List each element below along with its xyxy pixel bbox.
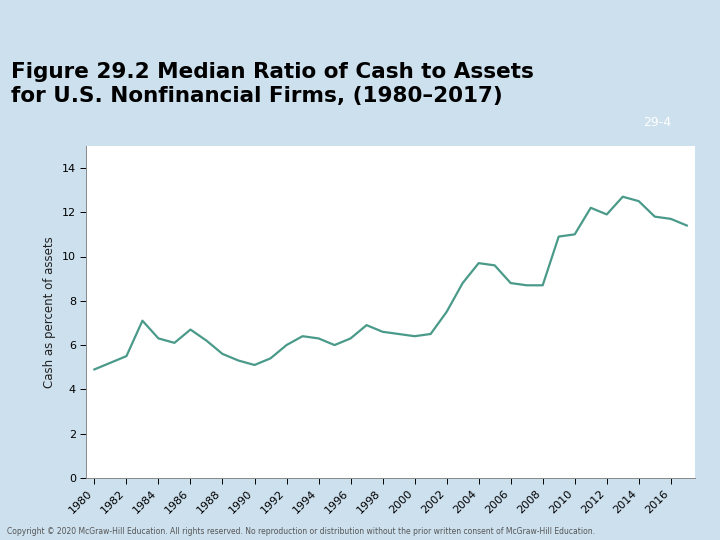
Text: Figure 29.2 Median Ratio of Cash to Assets
for U.S. Nonfinancial Firms, (1980–20: Figure 29.2 Median Ratio of Cash to Asse… <box>11 62 534 106</box>
Text: Copyright © 2020 McGraw-Hill Education. All rights reserved. No reproduction or : Copyright © 2020 McGraw-Hill Education. … <box>7 526 595 536</box>
Y-axis label: Cash as percent of assets: Cash as percent of assets <box>43 236 56 388</box>
Text: 29-4: 29-4 <box>643 116 671 129</box>
